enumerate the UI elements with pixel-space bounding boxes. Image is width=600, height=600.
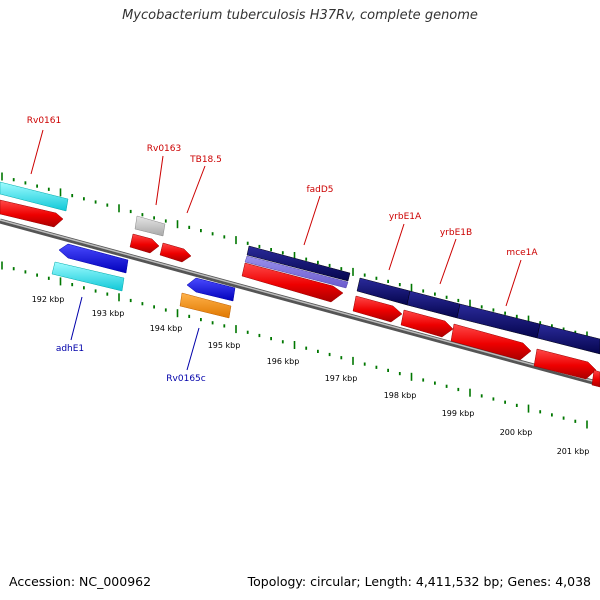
gene-label-upper[interactable]: mce1A [506, 248, 538, 258]
gene-label-upper[interactable]: TB18.5 [189, 155, 222, 165]
gene-feature[interactable] [134, 215, 166, 237]
scale-label: 198 kbp [384, 391, 417, 400]
gene-label-lower[interactable]: Rv0165c [166, 374, 205, 384]
scale-label: 195 kbp [208, 341, 241, 350]
gene-feature[interactable] [129, 233, 160, 254]
scale-label: 201 kbp [557, 447, 590, 456]
gene-feature[interactable] [244, 255, 349, 289]
gene-feature[interactable] [450, 323, 532, 361]
scale-label: 197 kbp [325, 374, 358, 383]
reverse-strand-features [51, 243, 236, 319]
gene-feature[interactable] [352, 295, 403, 323]
genome-summary-text: Topology: circular; Length: 4,411,532 bp… [247, 574, 591, 589]
scale-label: 193 kbp [92, 309, 125, 318]
gene-feature[interactable] [51, 261, 125, 292]
gene-label-upper[interactable]: Rv0163 [147, 144, 181, 154]
gene-feature[interactable] [400, 309, 454, 338]
gene-feature[interactable] [186, 277, 236, 302]
gene-label-upper[interactable]: yrbE1A [389, 212, 422, 222]
gene-label-upper[interactable]: yrbE1B [440, 228, 472, 238]
label-connectors [30, 129, 522, 371]
scale-label: 199 kbp [442, 409, 475, 418]
map-title: Mycobacterium tuberculosis H37Rv, comple… [122, 8, 478, 23]
gene-feature[interactable] [0, 199, 64, 228]
scale-label: 196 kbp [267, 357, 300, 366]
genome-backbone-highlight [0, 219, 600, 384]
gene-label-upper[interactable]: fadD5 [306, 185, 333, 195]
genome-backbone [0, 218, 600, 387]
gene-feature[interactable] [179, 292, 232, 319]
gene-label-upper[interactable]: Rv0161 [27, 116, 61, 126]
forward-strand-features [0, 181, 600, 388]
accession-text: Accession: NC_000962 [9, 574, 152, 589]
scale-label: 200 kbp [500, 428, 533, 437]
gene-feature[interactable] [159, 242, 192, 263]
gene-labels: Rv0161 Rv0163 TB18.5 fadD5 yrbE1A yrbE1B… [27, 116, 539, 384]
gene-feature[interactable] [0, 181, 69, 212]
gene-feature[interactable] [241, 262, 344, 303]
gene-feature[interactable] [58, 243, 129, 274]
gene-feature[interactable] [533, 348, 597, 380]
scale-label: 192 kbp [32, 295, 65, 304]
scale-label: 194 kbp [150, 324, 183, 333]
gene-label-lower[interactable]: adhE1 [56, 344, 84, 354]
gene-feature[interactable] [246, 245, 351, 282]
lower-tick-track [1, 261, 588, 429]
gene-feature[interactable] [536, 323, 600, 355]
upper-tick-track [1, 172, 588, 340]
scale-labels: 192 kbp 193 kbp 194 kbp 195 kbp 196 kbp … [32, 295, 590, 456]
gene-feature[interactable] [591, 369, 600, 388]
